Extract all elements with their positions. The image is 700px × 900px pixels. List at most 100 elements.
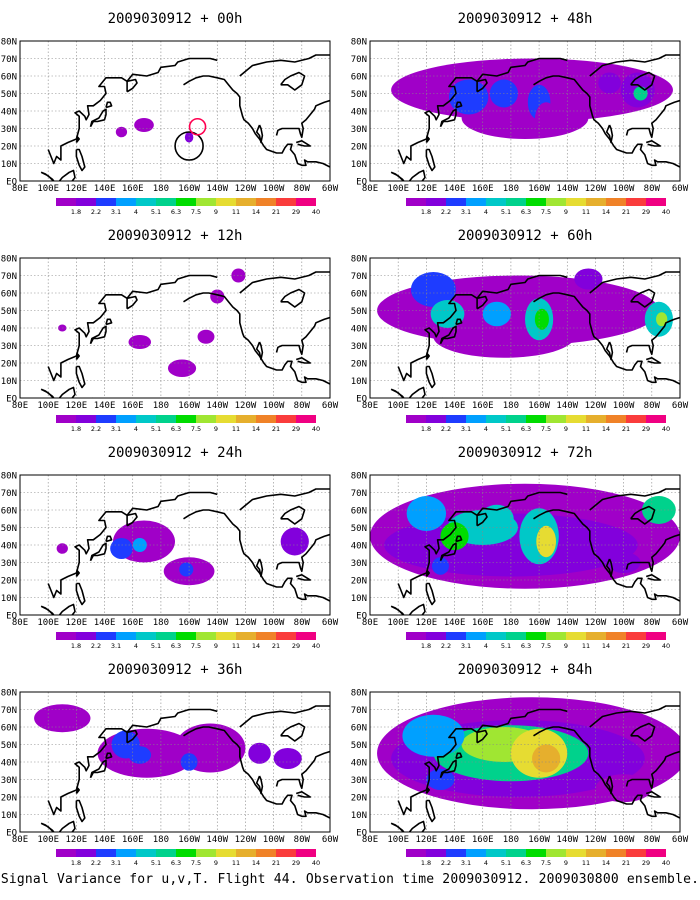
coastline [625, 750, 680, 790]
coastline [390, 822, 405, 832]
colorbar-label: 4 [484, 859, 488, 867]
longitude-label: 160E [122, 618, 144, 628]
coastline [397, 491, 568, 599]
latitude-label: 40N [1, 759, 17, 769]
colorbar-label: 40 [662, 425, 670, 433]
colorbar-label: 29 [642, 425, 650, 433]
coastline [397, 57, 568, 165]
colorbar: 1.8 2.2 3.1 4 5.1 6.3 7.5 9 11 14 21 29 40 [56, 415, 320, 433]
longitude-label: 160E [122, 184, 144, 194]
longitude-label: 160E [472, 401, 494, 411]
latitude-label: 70N [1, 272, 17, 282]
colorbar-swatch [116, 849, 136, 857]
latitude-label: 60N [351, 290, 367, 300]
colorbar-swatch [586, 198, 606, 206]
variance-contour [448, 79, 489, 115]
longitude-label: 100E [37, 835, 59, 845]
colorbar-label: 21 [622, 425, 630, 433]
colorbar-label: 5.1 [151, 425, 161, 433]
coastline [105, 318, 113, 326]
coastline [280, 71, 306, 91]
coastline [425, 570, 430, 577]
coastline [47, 57, 218, 165]
colorbar-label: 14 [252, 425, 260, 433]
colorbar-label: 11 [582, 859, 590, 867]
coastline [183, 75, 330, 168]
colorbar-swatch [136, 632, 156, 640]
colorbar-swatch [196, 198, 216, 206]
panel-title: 2009030912 + 00h [108, 11, 243, 27]
colorbar-label: 3.1 [461, 859, 471, 867]
coastline [397, 708, 568, 816]
colorbar-swatch [506, 415, 526, 423]
colorbar-label: 9 [214, 208, 218, 216]
coastline [40, 605, 55, 615]
latitude-label: 50N [1, 90, 17, 100]
latitude-label: 60N [1, 724, 17, 734]
coastline [476, 729, 488, 744]
coastline [239, 54, 330, 77]
variance-contour [167, 359, 197, 377]
colorbar-swatch [196, 415, 216, 423]
colorbar-swatch [586, 849, 606, 857]
colorbar-swatch [216, 415, 236, 423]
coastline [390, 171, 405, 181]
colorbar-swatch [156, 198, 176, 206]
longitude-label: 120W [235, 835, 257, 845]
longitude-label: 100W [613, 835, 635, 845]
coastline [439, 325, 457, 345]
longitude-label: 140E [444, 401, 466, 411]
latitude-label: 30N [351, 776, 367, 786]
coastline [408, 169, 426, 181]
colorbar-swatch [56, 198, 76, 206]
coastline [630, 71, 656, 91]
longitude-label: 140W [556, 618, 578, 628]
longitude-label: 100W [613, 184, 635, 194]
longitude-label: 80E [362, 184, 378, 194]
colorbar-label: 1.8 [71, 642, 81, 650]
colorbar-label: 9 [214, 425, 218, 433]
coastline [75, 570, 80, 577]
colorbar-swatch [176, 415, 196, 423]
coastline [105, 752, 113, 760]
coastline [89, 542, 107, 562]
colorbar-swatch [406, 849, 426, 857]
coastline [589, 705, 680, 728]
coastline [425, 787, 430, 794]
map-panel-48h: 2009030912 + 48h 80N 70N 60N 50N 40N 30N 20N 10N… [351, 11, 689, 216]
colorbar-swatch [56, 849, 76, 857]
colorbar-label: 7.5 [191, 208, 201, 216]
coastline [280, 288, 306, 308]
colorbar-label: 11 [582, 642, 590, 650]
variance-contour [179, 562, 194, 577]
coastline [605, 775, 614, 795]
colorbar-swatch [526, 632, 546, 640]
colorbar-label: 29 [642, 859, 650, 867]
colorbar-label: 5.1 [501, 208, 511, 216]
longitude-label: 180 [153, 184, 169, 194]
colorbar-swatch [566, 415, 586, 423]
coastline [439, 542, 457, 562]
variance-contour [34, 704, 91, 733]
colorbar: 1.8 2.2 3.1 4 5.1 6.3 7.5 9 11 14 21 29 40 [56, 198, 320, 216]
longitude-label: 60W [672, 835, 689, 845]
map-frame [369, 474, 681, 616]
panel-title: 2009030912 + 72h [458, 445, 593, 461]
colorbar-swatch [276, 632, 296, 640]
colorbar-label: 6.3 [521, 208, 531, 216]
longitude-label: 160E [472, 618, 494, 628]
longitude-label: 60W [322, 401, 339, 411]
latitude-label: 60N [351, 724, 367, 734]
latitude-label: 10N [1, 160, 17, 170]
colorbar: 1.8 2.2 3.1 4 5.1 6.3 7.5 9 11 14 21 29 40 [406, 632, 670, 650]
colorbar-swatch [426, 198, 446, 206]
longitude-label: 120W [585, 618, 607, 628]
variance-contour [248, 742, 271, 764]
coastline [645, 791, 662, 798]
latitude-label: 70N [351, 272, 367, 282]
colorbar-swatch [256, 632, 276, 640]
latitude-label: 30N [1, 559, 17, 569]
colorbar-swatch [236, 849, 256, 857]
coastline [408, 820, 426, 832]
variance-contour [273, 748, 302, 769]
